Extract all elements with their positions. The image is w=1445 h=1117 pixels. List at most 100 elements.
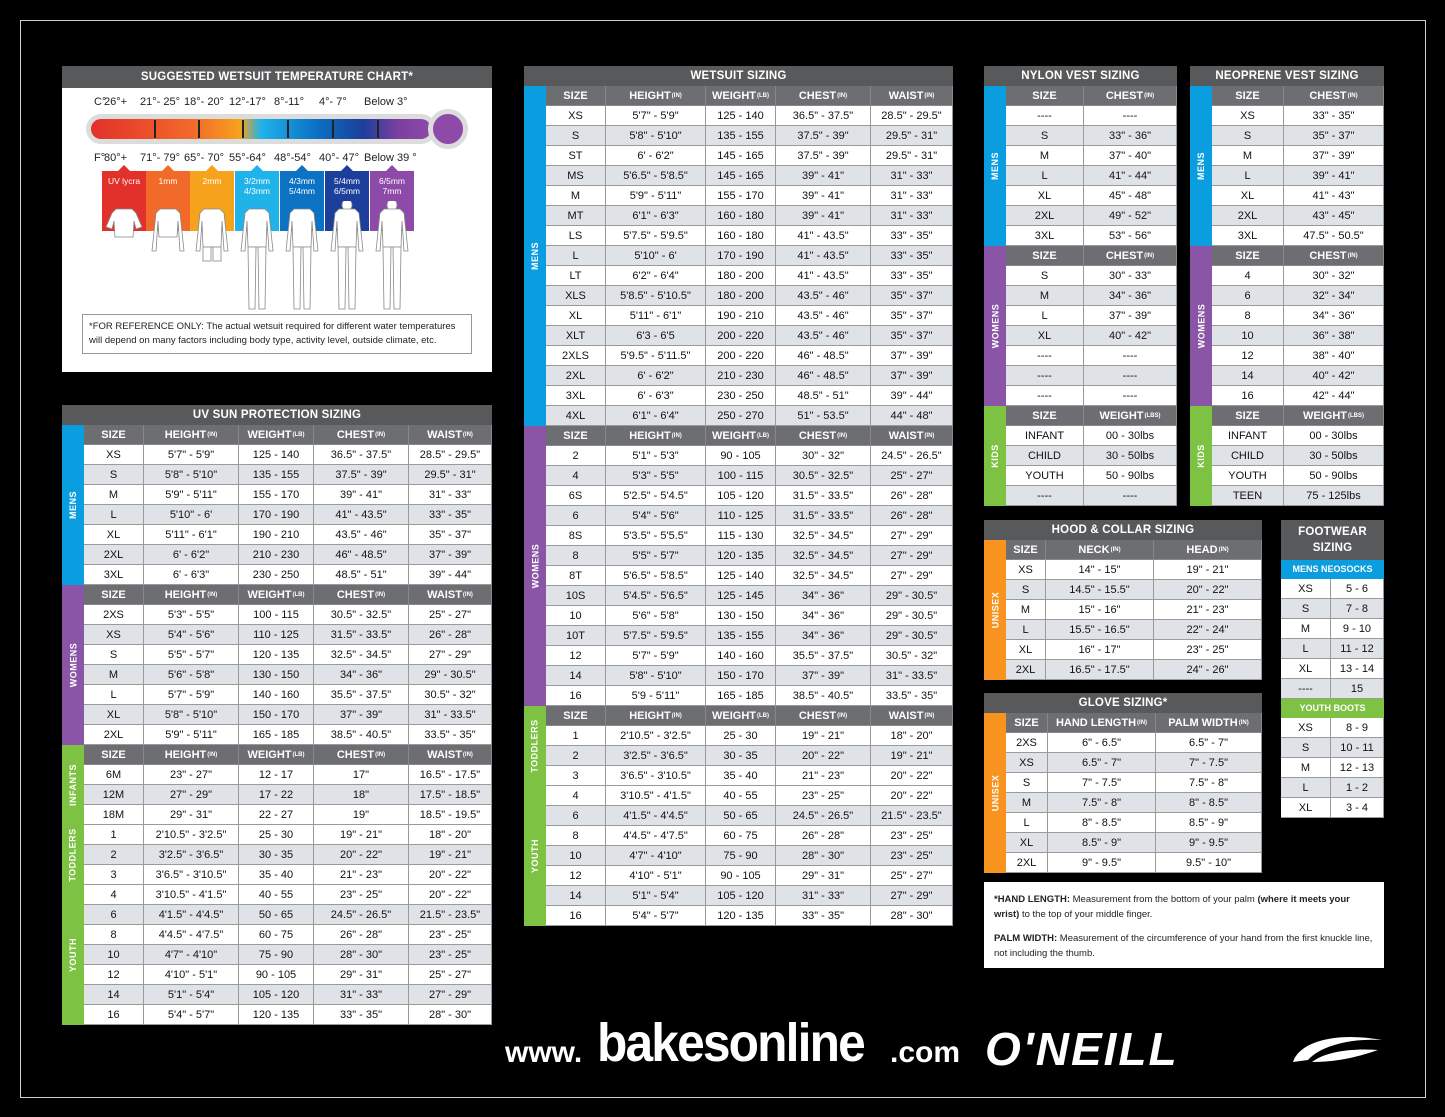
column-header-label: PALM WIDTH (1168, 716, 1238, 729)
table-cell: 6 (84, 905, 144, 925)
fahrenheit-label: F° (94, 152, 106, 164)
table-cell: 120 - 135 (706, 906, 776, 926)
table-cell: 2 (84, 845, 144, 865)
table-cell: 33.5" - 35" (409, 725, 492, 745)
table-cell: 37" - 39" (776, 666, 871, 686)
header-row: SIZE CHEST (IN) (1006, 86, 1177, 106)
table-cell: 22 - 27 (239, 805, 314, 825)
column-header-label: WEIGHT (247, 588, 292, 601)
column-header-unit: (IN) (1144, 252, 1155, 259)
column-header: HEIGHT (IN) (144, 425, 239, 445)
section-rows: SIZE HEIGHT (IN) WEIGHT (LB) CHEST (IN) WAIST (I… (546, 86, 953, 426)
table-cell: 3XL (1212, 226, 1284, 246)
thickness-label: 4/3mm 5/4mm (289, 176, 315, 196)
table-cell: 27" - 29" (409, 645, 492, 665)
table-cell: 34" - 36" (776, 626, 871, 646)
nylon-sizing-table: NYLON VEST SIZING MENS SIZE CHEST (IN) ---- --… (984, 66, 1177, 506)
table-cell: 33" - 35" (314, 1005, 409, 1025)
column-header-label: HEIGHT (629, 709, 671, 722)
table-cell: 30.5" - 32.5" (314, 605, 409, 625)
table-row: M 12 - 13 (1281, 758, 1384, 778)
column-header: SIZE (1006, 540, 1046, 560)
table-cell: M (1281, 619, 1331, 639)
section-rows: SIZE HEIGHT (IN) WEIGHT (LB) CHEST (IN) WAIST (I… (84, 745, 492, 825)
table-cell: ---- (1084, 106, 1177, 126)
table-cell: 5'4.5" - 5'6.5" (606, 586, 706, 606)
table-cell: L (1006, 620, 1046, 640)
table-cell: 2XL (84, 545, 144, 565)
glove-sizing-table: GLOVE SIZING* UNISEX SIZE HAND LENGTH (IN) PA… (984, 693, 1262, 873)
table-row: 18M 29" - 31" 22 - 27 19" 18.5" - 19.5" (84, 805, 492, 825)
table-cell: 5'4" - 5'7" (606, 906, 706, 926)
neoprene-sizing-table: NEOPRENE VEST SIZING MENS SIZE CHEST (IN) XS 3… (1190, 66, 1384, 506)
table-cell: 37.5" - 39" (776, 146, 871, 166)
table-cell: 30" - 32" (1284, 266, 1384, 286)
section-label: UNISEX (984, 713, 1006, 873)
fahrenheit-range: 48°-54° (274, 152, 311, 164)
section-rows: SIZE HAND LENGTH (IN) PALM WIDTH (IN) 2XS 6" -… (1006, 713, 1262, 873)
table-cell: 33" - 35" (871, 226, 953, 246)
table-row: S 35" - 37" (1212, 126, 1384, 146)
hand-length-bold: (where it meets your wrist) (994, 894, 1350, 920)
table-cell: 16 (84, 1005, 144, 1025)
column-header-label: WEIGHT (712, 709, 756, 722)
table-cell: 25" - 27" (409, 605, 492, 625)
table-row: XS 5'4" - 5'6" 110 - 125 31.5" - 33.5" 26" -… (84, 625, 492, 645)
section-rows: XS 8 - 9 S 10 - 11 M 12 - 13 L 1 - 2 XL 3 - 4 (1281, 718, 1384, 818)
section-label-text: MENS (530, 241, 541, 271)
table-cell: 16.5" - 17.5" (1046, 660, 1154, 680)
table-cell: 39" - 44" (871, 386, 953, 406)
table-cell: 5'9 - 5'11" (606, 686, 706, 706)
table-row: 10 4'7" - 4'10" 75 - 90 28" - 30" 23" - 25" (84, 945, 492, 965)
table-cell: XL (84, 525, 144, 545)
column-header-label: WAIST (888, 89, 924, 102)
table-cell: 8" - 8.5" (1048, 813, 1156, 833)
table-cell: 14 (546, 666, 606, 686)
hooded-suit-icon (330, 201, 364, 310)
table-cell: 24.5" - 26.5" (871, 446, 953, 466)
column-header-unit: (IN) (375, 751, 386, 758)
table-cell: 12 (546, 646, 606, 666)
header-row: SIZE CHEST (IN) (1212, 86, 1384, 106)
table-cell: 3 (84, 865, 144, 885)
hood-table-title: HOOD & COLLAR SIZING (984, 520, 1262, 540)
table-cell: 8" - 8.5" (1156, 793, 1262, 813)
table-cell: 2XL (1212, 206, 1284, 226)
table-cell: 37" - 40" (1084, 146, 1177, 166)
column-header-unit: (IN) (207, 591, 218, 598)
table-row: XL 8.5" - 9" 9" - 9.5" (1006, 833, 1262, 853)
column-header-label: CHEST (1105, 249, 1144, 262)
table-cell: 29.5" - 31" (871, 126, 953, 146)
column-header-unit: (IN) (1238, 719, 1249, 726)
celsius-label: C° (94, 96, 107, 108)
table-cell: 12 (1212, 346, 1284, 366)
table-row: 8 4'4.5" - 4'7.5" 60 - 75 26" - 28" 23" - 25… (84, 925, 492, 945)
column-header-unit: (LBS) (1144, 412, 1161, 419)
table-cell: S (1006, 126, 1084, 146)
section-label: KIDS (984, 406, 1006, 506)
table-cell: 27" - 29" (871, 546, 953, 566)
table-cell: 43.5" - 46" (776, 286, 871, 306)
table-cell: 160 - 180 (706, 226, 776, 246)
table-cell: 12 - 17 (239, 765, 314, 785)
table-row: 4 3'10.5" - 4'1.5" 40 - 55 23" - 25" 20" - 2… (84, 885, 492, 905)
table-cell: 29.5" - 31" (409, 465, 492, 485)
table-cell: 23" - 25" (871, 826, 953, 846)
table-cell: S (1006, 266, 1084, 286)
table-cell: 11 - 12 (1331, 639, 1384, 659)
column-header: HEIGHT (IN) (606, 86, 706, 106)
long-sleeve-top-icon (151, 208, 185, 252)
section-rows: SIZE CHEST (IN) XS 33" - 35" S 35" - 37" M 37" -… (1212, 86, 1384, 246)
column-header-label: SIZE (1014, 716, 1039, 729)
table-cell: 60 - 75 (239, 925, 314, 945)
column-header-unit: (LB) (757, 432, 769, 439)
column-header-label: SIZE (101, 428, 126, 441)
table-row: 8 5'5" - 5'7" 120 - 135 32.5" - 34.5" 27" - … (546, 546, 953, 566)
table-cell: ---- (1084, 486, 1177, 506)
table-cell: 28.5" - 29.5" (409, 445, 492, 465)
table-cell: 6' - 6'2" (144, 545, 239, 565)
table-cell: L (1006, 813, 1048, 833)
fahrenheit-range: 80°+ (104, 152, 128, 164)
column-header-label: WAIST (427, 748, 462, 761)
table-cell: 75 - 125lbs (1284, 486, 1384, 506)
